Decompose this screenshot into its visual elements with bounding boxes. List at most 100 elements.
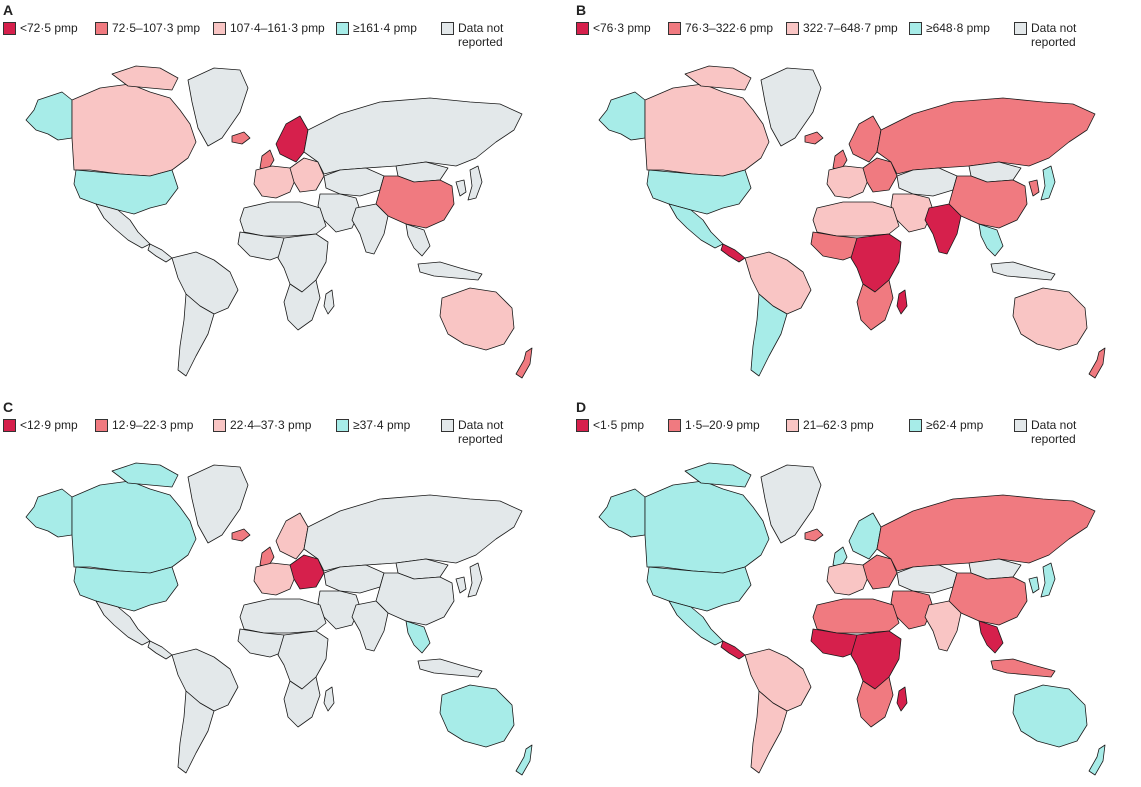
region-india bbox=[351, 203, 389, 255]
region-uk bbox=[832, 149, 848, 171]
region-usa bbox=[646, 169, 752, 215]
region-uk bbox=[259, 149, 275, 171]
region-indonesia bbox=[990, 658, 1056, 678]
region-canada bbox=[71, 480, 197, 574]
region-madagascar bbox=[323, 686, 335, 712]
region-s-africa bbox=[856, 279, 894, 331]
legend-label: ≥37·4 pmp bbox=[353, 418, 411, 432]
region-n-africa bbox=[239, 598, 327, 634]
region-usa bbox=[73, 169, 179, 215]
region-australia bbox=[439, 684, 515, 748]
region-se-asia bbox=[978, 223, 1004, 257]
legend-swatch bbox=[441, 22, 454, 35]
legend-item: <1·5 pmp bbox=[576, 418, 644, 432]
legend-label: 72·5–107·3 pmp bbox=[112, 21, 201, 35]
world-map-svg bbox=[598, 65, 1106, 379]
region-central-africa bbox=[850, 630, 902, 690]
legend-label: 322·7–648·7 pmp bbox=[803, 21, 898, 35]
region-n-africa bbox=[812, 598, 900, 634]
world-map bbox=[573, 58, 1141, 390]
region-s-africa bbox=[856, 676, 894, 728]
region-uk bbox=[832, 546, 848, 568]
region-se-asia bbox=[405, 223, 431, 257]
legend-swatch bbox=[909, 22, 922, 35]
legend-swatch bbox=[3, 22, 16, 35]
region-central-asia bbox=[323, 564, 385, 594]
region-east-europe bbox=[862, 554, 898, 590]
legend-swatch bbox=[786, 419, 799, 432]
legend-item: 322·7–648·7 pmp bbox=[786, 21, 898, 35]
region-russia bbox=[303, 494, 523, 572]
legend-item: 76·3–322·6 pmp bbox=[668, 21, 773, 35]
world-map bbox=[0, 58, 568, 390]
legend-label: 12·9–22·3 pmp bbox=[112, 418, 194, 432]
panel-d: D <1·5 pmp 1·5–20·9 pmp 21–62·3 pmp ≥62·4 p… bbox=[573, 397, 1141, 787]
region-alaska bbox=[25, 91, 73, 141]
world-map bbox=[0, 455, 568, 787]
region-china bbox=[375, 175, 455, 229]
region-n-africa bbox=[812, 201, 900, 237]
region-central-america bbox=[720, 640, 746, 660]
region-central-africa bbox=[277, 630, 329, 690]
panel-letter: C bbox=[3, 399, 14, 415]
panel-letter: A bbox=[3, 2, 14, 18]
region-west-europe bbox=[253, 562, 297, 596]
panel-b: B <76·3 pmp 76·3–322·6 pmp 322·7–648·7 pmp… bbox=[573, 0, 1141, 390]
legend-item: Data not reported bbox=[441, 21, 511, 49]
legend-item: Data not reported bbox=[441, 418, 511, 446]
legend-label: <76·3 pmp bbox=[593, 21, 651, 35]
region-mexico bbox=[668, 203, 724, 249]
region-korea bbox=[455, 179, 467, 197]
legend-label: Data not reported bbox=[1031, 418, 1077, 446]
region-alaska bbox=[598, 488, 646, 538]
region-china bbox=[948, 175, 1028, 229]
region-alaska bbox=[598, 91, 646, 141]
region-usa bbox=[646, 566, 752, 612]
region-central-asia bbox=[896, 564, 958, 594]
region-japan bbox=[467, 165, 483, 201]
legend-swatch bbox=[3, 419, 16, 432]
legend-label: 21–62·3 pmp bbox=[803, 418, 874, 432]
legend-swatch bbox=[576, 22, 589, 35]
legend-item: <12·9 pmp bbox=[3, 418, 78, 432]
region-russia bbox=[876, 494, 1096, 572]
region-canada bbox=[644, 480, 770, 574]
legend-item: ≥648·8 pmp bbox=[909, 21, 990, 35]
region-iceland bbox=[804, 528, 824, 542]
region-s-africa bbox=[283, 676, 321, 728]
legend-label: 1·5–20·9 pmp bbox=[685, 418, 760, 432]
legend-item: ≥161·4 pmp bbox=[336, 21, 417, 35]
legend-item: Data not reported bbox=[1014, 418, 1084, 446]
world-map-svg bbox=[598, 462, 1106, 776]
region-se-asia bbox=[978, 620, 1004, 654]
region-mexico bbox=[668, 600, 724, 646]
legend-item: 72·5–107·3 pmp bbox=[95, 21, 200, 35]
region-west-europe bbox=[826, 562, 870, 596]
panel-letter: D bbox=[576, 399, 587, 415]
legend-item: 107·4–161·3 pmp bbox=[213, 21, 325, 35]
legend-item: Data not reported bbox=[1014, 21, 1084, 49]
region-new-zealand bbox=[515, 744, 533, 776]
region-iceland bbox=[231, 528, 251, 542]
region-india bbox=[924, 203, 962, 255]
legend-swatch bbox=[213, 419, 226, 432]
region-madagascar bbox=[896, 289, 908, 315]
region-australia bbox=[1012, 287, 1088, 351]
region-central-africa bbox=[277, 233, 329, 293]
region-mexico bbox=[95, 600, 151, 646]
region-arctic-islands bbox=[684, 462, 752, 488]
region-central-america bbox=[720, 243, 746, 263]
region-south-america-n bbox=[171, 251, 239, 315]
region-japan bbox=[1040, 562, 1056, 598]
region-arctic-islands bbox=[684, 65, 752, 91]
region-korea bbox=[1028, 179, 1040, 197]
legend: <1·5 pmp 1·5–20·9 pmp 21–62·3 pmp ≥62·4 pmp… bbox=[576, 418, 1141, 454]
region-south-america-n bbox=[744, 648, 812, 712]
world-map-svg bbox=[25, 65, 533, 379]
region-japan bbox=[467, 562, 483, 598]
legend-swatch bbox=[441, 419, 454, 432]
region-new-zealand bbox=[515, 347, 533, 379]
legend-label: Data not reported bbox=[458, 21, 504, 49]
region-australia bbox=[1012, 684, 1088, 748]
